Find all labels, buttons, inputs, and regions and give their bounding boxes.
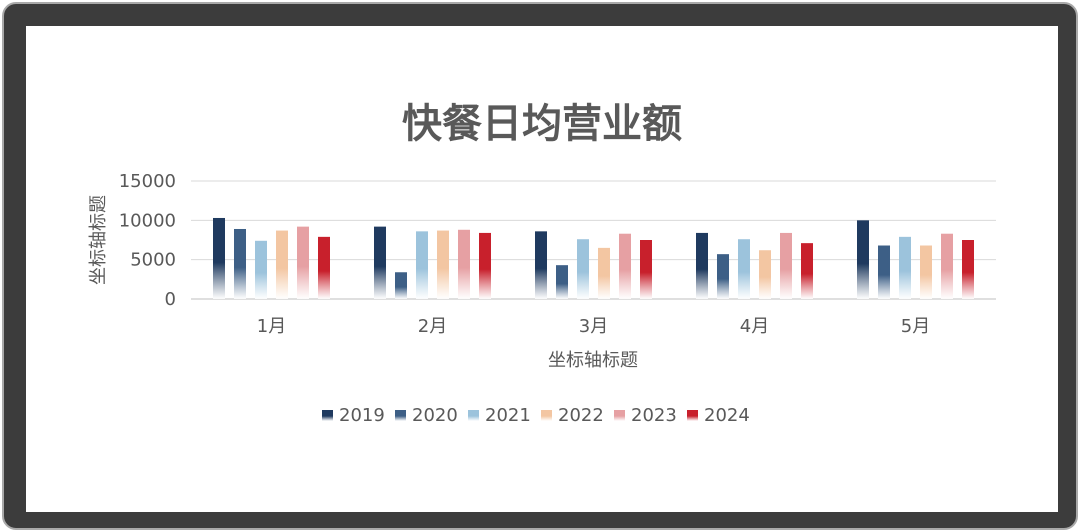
bar-2020-1: [395, 272, 407, 299]
legend-swatch: [687, 410, 698, 421]
x-tick-label: 5月: [901, 316, 930, 337]
bar-2019-0: [213, 217, 225, 299]
x-tick-label: 4月: [740, 316, 769, 337]
bar-2019-1: [374, 226, 386, 299]
bar-2022-0: [276, 230, 288, 299]
bar-2020-4: [878, 245, 890, 299]
y-tick-label: 10000: [119, 210, 176, 231]
legend-label: 2020: [412, 405, 458, 426]
legend-swatch: [395, 410, 406, 421]
x-tick-label: 2月: [418, 316, 447, 337]
bar-2023-3: [780, 232, 792, 299]
y-axis-title: 坐标轴标题: [88, 195, 109, 285]
bar-2022-2: [598, 247, 610, 299]
y-tick-label: 15000: [119, 171, 176, 192]
bar-2021-3: [738, 239, 750, 299]
y-tick-label: 0: [165, 289, 176, 310]
bar-2021-4: [899, 236, 911, 299]
bar-2022-4: [920, 245, 932, 299]
legend-swatch: [541, 410, 552, 421]
bar-chart: 快餐日均营业额 0 5000 10000 15000 1月 2月 3月 4月 5月 坐标轴标题…: [88, 101, 996, 426]
y-tick-label: 5000: [130, 250, 176, 271]
legend-label: 2023: [631, 405, 677, 426]
chart-panel: 快餐日均营业额 0 5000 10000 15000 1月 2月 3月 4月 5月 坐标轴标题…: [26, 26, 1058, 512]
legend-label: 2024: [704, 405, 750, 426]
x-tick-label: 1月: [257, 316, 286, 337]
legend-swatch: [468, 410, 479, 421]
legend-swatch: [322, 410, 333, 421]
bar-2022-3: [759, 250, 771, 299]
y-axis-ticks: 0 5000 10000 15000: [119, 171, 176, 310]
bar-2019-2: [535, 231, 547, 299]
bar-2020-0: [234, 228, 246, 299]
bar-2021-0: [255, 240, 267, 299]
bar-2024-2: [640, 240, 652, 299]
bar-2023-4: [941, 233, 953, 299]
bar-2021-1: [416, 231, 428, 299]
bar-2023-1: [458, 229, 470, 299]
bar-2023-2: [619, 233, 631, 299]
bar-2024-4: [962, 240, 974, 299]
bar-2020-3: [717, 254, 729, 299]
bar-2019-4: [857, 220, 869, 299]
bar-2023-0: [297, 226, 309, 299]
bar-2024-3: [801, 243, 813, 299]
legend-swatch: [614, 410, 625, 421]
bars: [213, 217, 974, 299]
legend-label: 2022: [558, 405, 604, 426]
bar-2024-0: [318, 236, 330, 299]
x-tick-label: 3月: [579, 316, 608, 337]
bar-2020-2: [556, 265, 568, 299]
bar-2021-2: [577, 239, 589, 299]
gridlines: [191, 180, 996, 300]
x-axis-title: 坐标轴标题: [548, 350, 638, 371]
bar-2022-1: [437, 230, 449, 299]
legend-label: 2021: [485, 405, 531, 426]
chart-title: 快餐日均营业额: [402, 101, 682, 147]
bar-2019-3: [696, 232, 708, 299]
legend: 2019 2020 2021 2022 2023 2024: [322, 405, 750, 426]
bar-2024-1: [479, 232, 491, 299]
legend-label: 2019: [339, 405, 385, 426]
x-axis-ticks: 1月 2月 3月 4月 5月: [257, 316, 930, 337]
